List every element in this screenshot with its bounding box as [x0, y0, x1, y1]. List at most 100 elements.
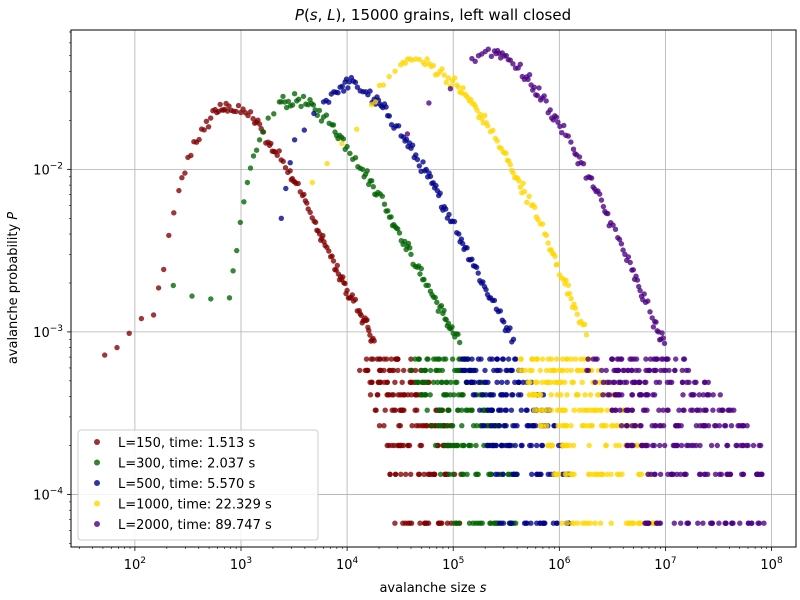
data-point: [723, 520, 729, 526]
data-point: [603, 367, 609, 374]
data-point: [615, 379, 622, 385]
data-point: [374, 392, 380, 398]
data-point: [464, 379, 471, 385]
data-point: [592, 520, 598, 526]
data-point: [609, 423, 615, 429]
data-point: [679, 367, 685, 374]
data-point: [367, 88, 373, 94]
data-point: [439, 520, 445, 526]
data-point: [339, 140, 345, 147]
data-point: [474, 107, 480, 114]
data-point: [413, 379, 419, 385]
data-point: [434, 367, 440, 374]
data-point: [568, 423, 574, 429]
data-point: [507, 161, 513, 168]
data-point: [455, 407, 461, 413]
data-point: [510, 336, 517, 342]
data-point: [594, 356, 600, 362]
data-point: [600, 392, 606, 398]
data-point: [276, 148, 282, 154]
data-point: [488, 407, 495, 413]
data-point: [384, 392, 390, 398]
data-point: [347, 150, 353, 157]
data-point: [311, 110, 317, 117]
data-point: [339, 83, 345, 89]
data-point: [244, 179, 251, 186]
data-point: [459, 471, 465, 477]
data-point: [613, 423, 619, 429]
data-point: [241, 199, 247, 205]
legend-marker: [94, 480, 100, 486]
data-point: [656, 407, 662, 413]
data-point: [490, 127, 496, 134]
data-point: [392, 520, 398, 526]
data-point: [502, 407, 509, 413]
legend-label: L=2000, time: 89.747 s: [118, 518, 272, 533]
data-point: [534, 92, 541, 99]
data-point: [444, 520, 451, 526]
data-point: [312, 219, 319, 225]
data-point: [527, 442, 533, 449]
data-point: [676, 407, 682, 413]
data-point: [395, 367, 401, 374]
data-point: [597, 191, 603, 197]
data-point: [652, 367, 658, 374]
data-point: [539, 379, 545, 385]
data-point: [517, 184, 524, 190]
data-point: [509, 520, 515, 526]
data-point: [528, 520, 534, 526]
data-point: [459, 367, 466, 374]
data-point: [366, 327, 372, 334]
data-point: [395, 356, 401, 362]
data-point: [485, 407, 491, 413]
data-point: [425, 471, 431, 477]
data-point: [499, 379, 505, 385]
data-point: [539, 221, 546, 227]
data-point: [413, 152, 419, 158]
data-point: [420, 379, 426, 385]
data-point: [429, 423, 435, 429]
data-point: [647, 356, 654, 362]
data-point: [271, 111, 277, 117]
data-point: [465, 356, 471, 362]
data-point: [740, 442, 747, 449]
data-point: [280, 93, 286, 100]
data-point: [451, 520, 457, 526]
data-point: [441, 72, 447, 78]
data-point: [525, 76, 531, 83]
data-point: [582, 520, 588, 526]
data-point: [734, 442, 740, 449]
data-point: [647, 309, 653, 315]
data-point: [744, 423, 750, 429]
data-point: [540, 423, 547, 429]
data-point: [424, 407, 430, 413]
data-point: [554, 261, 561, 268]
data-point: [561, 407, 568, 413]
data-point: [609, 407, 615, 413]
data-point: [609, 356, 615, 362]
data-point: [354, 126, 360, 132]
data-point: [376, 82, 383, 89]
data-point: [587, 392, 594, 398]
data-point: [445, 75, 452, 81]
data-point: [674, 442, 681, 449]
data-point: [581, 356, 587, 362]
data-point: [114, 344, 120, 351]
data-point: [719, 407, 725, 413]
data-point: [561, 122, 567, 129]
legend-label: L=150, time: 1.513 s: [118, 436, 255, 451]
data-point: [437, 471, 444, 477]
data-point: [717, 392, 723, 398]
data-point: [482, 367, 488, 374]
data-point: [301, 191, 307, 198]
data-point: [613, 392, 619, 398]
series-3: [278, 74, 574, 526]
data-point: [521, 188, 528, 195]
data-point: [527, 423, 533, 429]
data-point: [710, 407, 716, 413]
data-point: [494, 138, 500, 144]
data-point: [367, 332, 373, 338]
data-point: [520, 180, 526, 186]
data-point: [450, 423, 456, 429]
